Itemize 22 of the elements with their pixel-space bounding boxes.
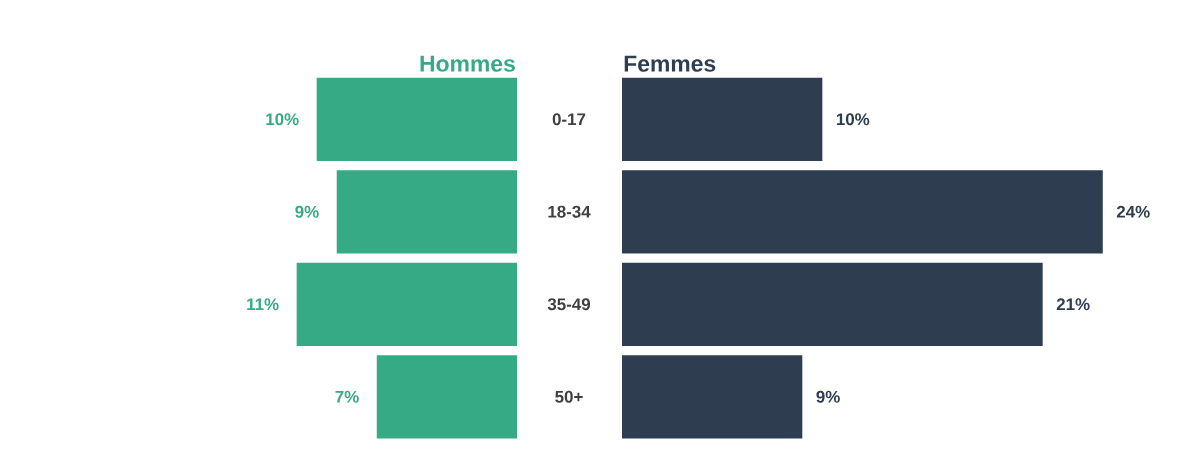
y-tick-label: 35-49 [547, 298, 591, 311]
data-label: 10% [266, 113, 299, 126]
data-label: 7% [335, 390, 359, 403]
bar [622, 262, 1043, 346]
y-tick-label: 0-17 [552, 113, 586, 126]
bar [622, 355, 803, 439]
bar [622, 170, 1103, 254]
bar [336, 170, 517, 254]
bar [296, 262, 517, 346]
data-label: 21% [1056, 298, 1090, 311]
chart-title: Femmes [624, 55, 716, 72]
data-label: 9% [295, 205, 319, 218]
data-label: 11% [247, 298, 279, 311]
bar [316, 77, 517, 161]
data-label: 9% [816, 390, 840, 403]
data-label: 10% [836, 113, 870, 126]
bar [376, 355, 517, 439]
chart-title: Hommes [420, 55, 515, 72]
y-tick-label: 50+ [555, 390, 583, 403]
y-tick-label: 18-34 [548, 205, 591, 218]
bar [622, 77, 823, 161]
data-label: 24% [1116, 205, 1150, 218]
